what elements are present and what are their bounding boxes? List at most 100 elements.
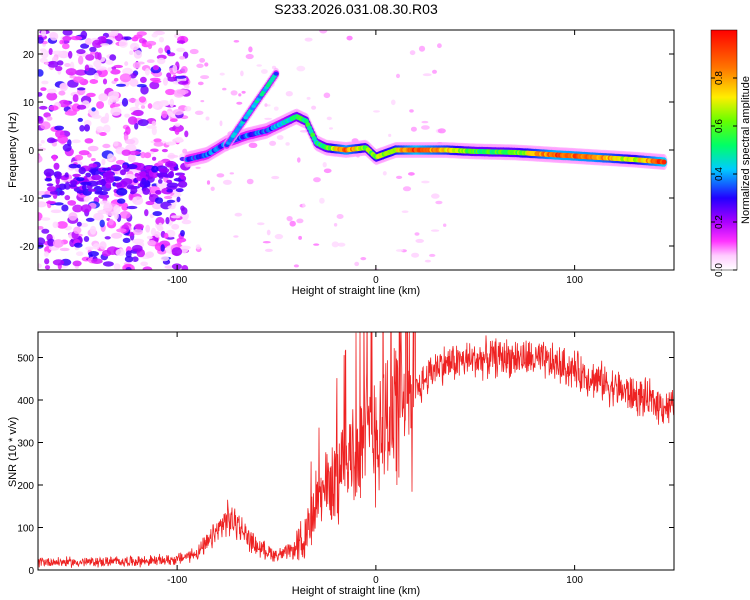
noise-blob xyxy=(117,198,126,204)
noise-blob xyxy=(67,200,77,206)
noise-blob xyxy=(38,201,47,208)
noise-blob xyxy=(38,36,44,44)
noise-blob xyxy=(276,135,284,140)
noise-blob xyxy=(304,37,313,42)
noise-blob xyxy=(44,62,49,65)
noise-blob xyxy=(82,184,87,191)
noise-blob xyxy=(326,116,332,121)
noise-blob xyxy=(129,50,134,55)
noise-blob xyxy=(373,110,380,113)
noise-blob xyxy=(323,92,331,99)
noise-blob xyxy=(56,221,68,229)
noise-blob xyxy=(128,193,134,201)
noise-blob xyxy=(89,46,97,53)
figure-title: S233.2026.031.08.30.R03 xyxy=(274,1,438,17)
noise-blob xyxy=(38,69,44,77)
ridge-core xyxy=(661,159,667,165)
noise-blob xyxy=(229,172,234,175)
noise-blob xyxy=(158,222,163,230)
noise-blob xyxy=(346,35,353,41)
noise-blob xyxy=(175,136,183,143)
noise-blob xyxy=(156,172,168,177)
noise-blob xyxy=(84,138,94,144)
noise-blob xyxy=(286,216,293,222)
noise-blob xyxy=(319,30,328,34)
noise-blob xyxy=(409,50,416,56)
noise-blob xyxy=(146,235,153,240)
noise-blob xyxy=(134,223,144,230)
noise-blob xyxy=(152,80,162,83)
noise-blob xyxy=(52,50,64,55)
noise-blob xyxy=(102,143,111,149)
noise-blob xyxy=(159,101,170,107)
noise-blob xyxy=(264,248,273,252)
noise-blob xyxy=(151,33,158,38)
spectrogram-xlabel: Height of straight line (km) xyxy=(292,285,420,297)
noise-blob xyxy=(40,139,45,144)
noise-blob xyxy=(323,168,332,174)
noise-blob xyxy=(47,186,57,192)
noise-blob xyxy=(274,233,284,240)
noise-blob xyxy=(169,118,178,122)
noise-blob xyxy=(160,255,170,262)
noise-blob xyxy=(184,84,190,89)
noise-blob xyxy=(130,42,140,51)
noise-blob xyxy=(113,77,119,82)
noise-blob xyxy=(151,104,160,109)
noise-blob xyxy=(91,107,96,112)
noise-blob xyxy=(319,197,325,204)
noise-blob xyxy=(122,237,131,243)
noise-blob xyxy=(43,251,49,257)
noise-blob xyxy=(141,177,147,185)
noise-blob xyxy=(54,202,64,206)
noise-blob xyxy=(158,167,170,173)
noise-blob xyxy=(149,81,160,90)
noise-blob xyxy=(421,180,430,184)
noise-blob xyxy=(261,69,268,74)
noise-blob xyxy=(266,229,271,236)
noise-blob xyxy=(131,256,139,263)
noise-blob xyxy=(148,170,154,177)
noise-blob xyxy=(150,148,159,153)
noise-blob xyxy=(421,125,430,130)
noise-blob xyxy=(199,58,206,63)
noise-blob xyxy=(395,249,404,252)
noise-blob xyxy=(119,73,132,83)
noise-blob xyxy=(93,212,104,221)
noise-blob xyxy=(180,230,185,237)
snr-series-line xyxy=(38,332,674,568)
noise-blob xyxy=(76,221,82,227)
noise-blob xyxy=(107,153,114,162)
noise-blob xyxy=(38,263,42,269)
noise-blob xyxy=(134,172,140,177)
noise-blob xyxy=(111,66,117,70)
noise-blob xyxy=(437,43,442,49)
noise-blob xyxy=(99,132,107,136)
noise-blob xyxy=(110,106,122,116)
noise-blob xyxy=(76,49,86,55)
noise-blob xyxy=(59,39,65,45)
noise-blob xyxy=(41,80,49,85)
noise-blob xyxy=(289,220,296,227)
noise-blob xyxy=(136,84,147,88)
noise-blob xyxy=(46,88,57,94)
noise-blob xyxy=(44,258,50,265)
noise-blob xyxy=(238,93,242,97)
noise-blob xyxy=(146,125,157,129)
noise-blob xyxy=(181,219,192,225)
noise-blob xyxy=(43,112,51,118)
noise-blob xyxy=(92,243,100,250)
noise-blob xyxy=(85,172,92,178)
noise-blob xyxy=(40,121,51,130)
spectrogram-ylabel: Frequency (Hz) xyxy=(7,112,19,188)
noise-blob xyxy=(285,91,293,97)
noise-blob xyxy=(180,205,185,211)
noise-blob xyxy=(121,202,129,211)
noise-blob xyxy=(264,103,268,107)
noise-blob xyxy=(132,196,144,206)
noise-blob xyxy=(40,48,47,52)
noise-blob xyxy=(59,190,65,196)
noise-blob xyxy=(49,190,58,195)
noise-blob xyxy=(264,117,272,120)
noise-blob xyxy=(114,182,123,188)
